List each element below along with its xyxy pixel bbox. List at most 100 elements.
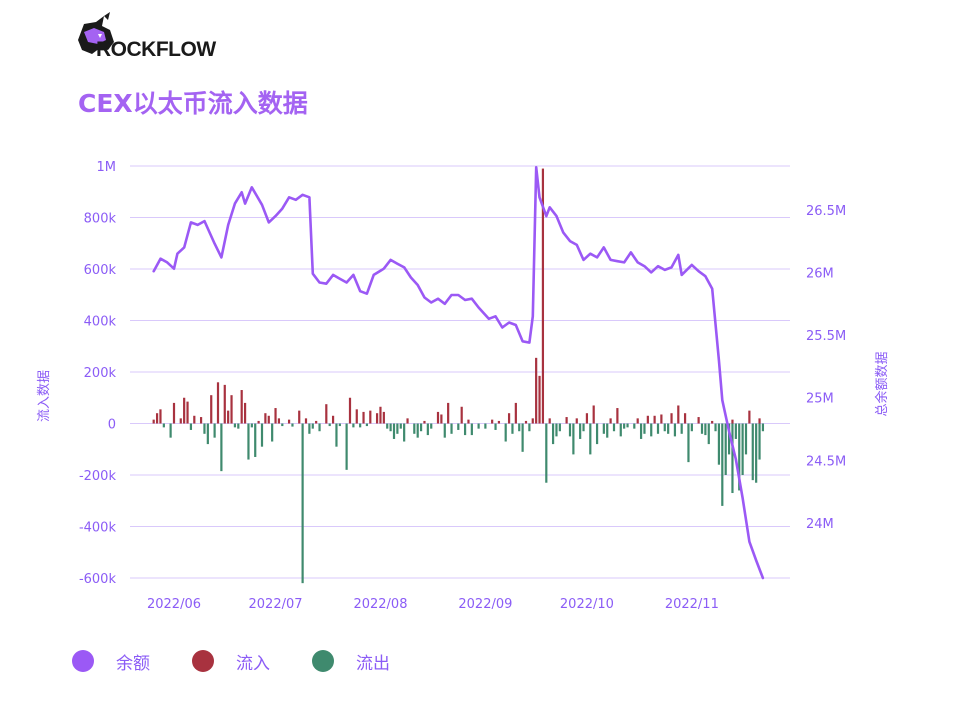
inflow-bar	[223, 384, 226, 424]
outflow-bar	[484, 423, 487, 429]
inflow-bar	[575, 418, 578, 424]
outflow-bar	[751, 423, 754, 481]
outflow-bar	[643, 423, 646, 434]
inflow-bar	[548, 418, 551, 424]
left-tick-label: 0	[108, 418, 116, 433]
outflow-bar	[426, 423, 429, 436]
inflow-bar	[653, 415, 656, 424]
inflow-bar	[325, 404, 328, 424]
outflow-bar	[612, 423, 616, 432]
inflow-bar	[355, 409, 358, 424]
inflow-bar	[304, 418, 308, 424]
outflow-bar	[338, 423, 341, 427]
inflow-bar	[423, 420, 426, 424]
outflow-bar	[206, 423, 209, 445]
left-tick-label: 400k	[84, 315, 117, 330]
outflow-bar	[602, 423, 605, 434]
outflow-bar	[761, 423, 765, 432]
outflow-bar	[250, 423, 253, 428]
outflow-bar	[755, 423, 758, 483]
outflow-bar	[582, 423, 585, 432]
left-tick-label: 800k	[84, 212, 117, 227]
inflow-bar	[264, 413, 267, 424]
inflow-bar	[379, 406, 382, 424]
outflow-bar	[579, 423, 582, 439]
inflow-bar	[172, 402, 176, 424]
inflow-bar	[287, 419, 291, 424]
legend-dot-inflow	[192, 650, 214, 672]
outflow-bar	[717, 423, 721, 465]
inflow-bar	[277, 418, 281, 424]
outflow-bar	[254, 423, 257, 457]
outflow-bar	[744, 423, 748, 455]
outflow-bar	[680, 423, 683, 434]
rockflow-logo-icon	[78, 12, 114, 54]
inflow-bar	[507, 413, 511, 424]
left-tick-label: 1M	[97, 160, 117, 175]
inflow-bar	[538, 375, 541, 424]
inflow-bar	[460, 406, 463, 424]
outflow-bar	[551, 423, 555, 445]
left-tick-label: -200k	[79, 469, 117, 484]
outflow-bar	[521, 423, 524, 452]
outflow-bar	[741, 423, 744, 475]
outflow-bar	[281, 423, 284, 427]
legend-label-balance: 余额	[116, 653, 150, 674]
legend-label-outflow: 流出	[356, 653, 390, 674]
right-tick-label: 24M	[806, 517, 834, 532]
inflow-bar	[362, 411, 365, 424]
outflow-bar	[690, 423, 693, 432]
legend-item-inflow[interactable]: 流入	[192, 649, 270, 674]
inflow-bar	[348, 397, 352, 424]
outflow-bar	[555, 423, 558, 437]
outflow-bar	[714, 423, 717, 432]
outflow-bar	[169, 423, 172, 438]
outflow-bar	[727, 423, 731, 455]
inflow-bar	[230, 395, 233, 424]
outflow-bar	[738, 423, 741, 491]
inflow-bar	[186, 401, 189, 424]
outflow-bar	[328, 423, 331, 427]
outflow-bar	[626, 423, 629, 428]
outflow-bar	[237, 423, 240, 429]
outflow-bar	[477, 423, 480, 429]
outflow-bar	[470, 423, 473, 436]
inflow-bar	[436, 411, 440, 424]
left-tick-label: -600k	[79, 572, 117, 587]
outflow-bar	[463, 423, 467, 436]
balance-line-group	[152, 166, 765, 580]
outflow-bar	[189, 423, 193, 430]
x-tick-label: 2022/10	[560, 597, 614, 612]
inflow-bar	[440, 414, 443, 424]
legend-item-balance[interactable]: 余额	[72, 649, 150, 674]
x-tick-label: 2022/09	[458, 597, 512, 612]
inflow-bar	[592, 405, 595, 424]
inflow-bar	[331, 415, 335, 424]
outflow-bar	[568, 423, 572, 437]
legend-dot-outflow	[312, 650, 334, 672]
inflow-bar	[636, 418, 639, 424]
outflow-bar	[301, 423, 304, 584]
outflow-bar	[721, 423, 724, 506]
inflow-bar	[199, 417, 203, 424]
inflow-bar	[541, 168, 545, 424]
inflow-bar	[193, 415, 196, 424]
outflow-bar	[291, 423, 294, 427]
outflow-bar	[311, 423, 314, 429]
inflow-bar	[531, 418, 534, 424]
outflow-bar	[392, 423, 396, 439]
x-axis-ticks: 2022/06 2022/07 2022/08 2022/09 2022/10 2022/…	[147, 597, 719, 612]
outflow-bar	[318, 423, 321, 432]
legend-item-outflow[interactable]: 流出	[312, 649, 390, 674]
legend-dot-balance	[72, 650, 94, 672]
inflow-bar	[183, 397, 186, 424]
outflow-bar	[704, 423, 707, 436]
outflow-bar	[700, 423, 704, 434]
outflow-bar	[365, 423, 369, 427]
outflow-bar	[396, 423, 399, 434]
outflow-bar	[639, 423, 643, 439]
inflow-bar	[227, 410, 230, 424]
inflow-bar	[369, 410, 372, 424]
outflow-bar	[758, 423, 761, 460]
outflow-bar	[271, 423, 274, 442]
